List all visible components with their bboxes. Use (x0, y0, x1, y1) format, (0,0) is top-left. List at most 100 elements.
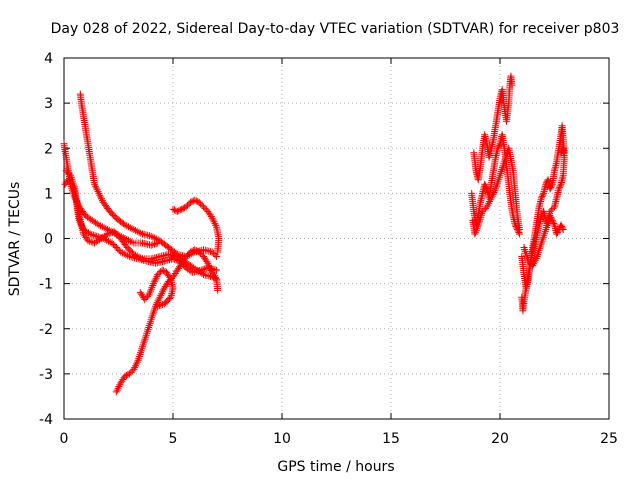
x-tick-label: 20 (491, 431, 509, 447)
data-point-plus-marker (98, 223, 106, 231)
data-point-plus-marker (133, 358, 141, 366)
data-point-plus-marker (78, 222, 86, 230)
data-point-plus-marker (112, 244, 120, 251)
data-point-plus-marker (158, 266, 166, 274)
data-point-plus-marker (86, 230, 94, 238)
data-point-plus-marker (173, 207, 181, 215)
data-point-plus-marker (95, 189, 103, 197)
data-point-plus-marker (125, 370, 133, 378)
data-point-plus-marker (114, 245, 122, 253)
data-point-plus-marker (526, 259, 534, 267)
data-point-plus-marker (186, 198, 194, 206)
data-point-plus-marker (486, 196, 494, 204)
data-point-plus-marker (93, 186, 101, 194)
data-point-plus-marker (184, 201, 191, 209)
data-point-plus-marker (213, 253, 221, 260)
data-point-plus-marker (554, 227, 562, 235)
series-prn-g (169, 196, 223, 256)
series-prn-j (469, 144, 524, 238)
data-point-plus-marker (149, 280, 157, 288)
data-point-plus-marker (160, 300, 168, 308)
data-point-plus-marker (175, 207, 183, 215)
data-point-plus-marker (471, 230, 479, 238)
data-point-plus-marker (94, 188, 102, 196)
data-point-plus-marker (531, 256, 539, 264)
data-point-plus-marker (553, 229, 561, 236)
series-prn-m (520, 144, 568, 270)
data-point-plus-marker (197, 266, 205, 274)
data-point-plus-marker (172, 256, 180, 264)
data-point-plus-marker (118, 249, 126, 257)
data-point-plus-marker (94, 233, 102, 241)
y-tick-label: 4 (44, 51, 53, 67)
data-point-plus-marker (192, 197, 200, 205)
data-point-plus-marker (179, 204, 187, 212)
data-point-plus-marker (77, 220, 85, 228)
data-point-plus-marker (556, 183, 564, 191)
x-axis-label: GPS time / hours (277, 459, 394, 475)
data-point-plus-marker (472, 228, 480, 236)
data-point-plus-marker (489, 190, 497, 198)
y-tick-label: -1 (39, 277, 53, 293)
data-point-plus-marker (530, 260, 538, 268)
data-point-plus-marker (154, 302, 162, 310)
data-point-plus-marker (556, 182, 564, 190)
data-point-plus-marker (479, 207, 487, 215)
data-point-plus-marker (212, 273, 219, 281)
data-point-plus-marker (135, 228, 143, 236)
data-point-plus-marker (130, 226, 138, 233)
data-point-plus-marker (195, 248, 203, 256)
data-point-plus-marker (508, 81, 516, 89)
data-point-plus-marker (91, 182, 99, 190)
data-point-plus-marker (93, 232, 101, 240)
data-point-plus-marker (100, 224, 108, 232)
data-point-plus-marker (64, 168, 72, 176)
data-point-plus-marker (559, 144, 567, 152)
data-point-plus-marker (92, 184, 100, 192)
data-point-plus-marker (205, 261, 213, 269)
data-point-plus-marker (530, 258, 538, 266)
data-point-plus-marker (558, 147, 566, 155)
data-point-plus-marker (182, 203, 190, 211)
data-point-plus-marker (155, 295, 163, 303)
data-point-plus-marker (99, 235, 107, 242)
data-point-plus-marker (128, 225, 136, 233)
data-point-plus-marker (141, 295, 149, 303)
data-point-plus-marker (147, 287, 154, 295)
data-point-plus-marker (109, 228, 116, 236)
data-point-plus-marker (117, 248, 125, 256)
data-point-plus-marker (511, 221, 519, 229)
data-point-plus-marker (539, 191, 547, 199)
data-point-plus-marker (97, 193, 105, 201)
x-tick-label: 0 (60, 431, 69, 447)
data-point-plus-marker (154, 271, 162, 279)
data-point-plus-marker (210, 218, 218, 226)
data-point-plus-marker (550, 220, 558, 227)
series-prn-f (136, 266, 177, 310)
data-point-plus-marker (210, 250, 218, 257)
data-point-plus-marker (514, 227, 522, 235)
data-point-plus-marker (152, 274, 160, 282)
data-point-plus-marker (197, 200, 205, 208)
data-point-plus-marker (121, 372, 129, 380)
data-point-plus-marker (123, 371, 130, 379)
data-point-plus-marker (198, 201, 206, 209)
data-point-plus-marker (121, 221, 129, 229)
data-point-plus-marker (490, 189, 498, 196)
data-point-plus-marker (558, 223, 566, 230)
data-point-plus-marker (62, 167, 70, 175)
data-point-plus-marker (547, 183, 555, 191)
data-point-plus-marker (127, 368, 135, 376)
data-point-plus-marker (537, 194, 545, 202)
data-point-plus-marker (546, 185, 554, 193)
data-point-plus-marker (160, 267, 168, 275)
data-point-plus-marker (191, 246, 199, 254)
data-point-plus-marker (105, 237, 112, 245)
data-points (60, 72, 568, 396)
data-point-plus-marker (126, 237, 134, 245)
data-point-plus-marker (156, 293, 164, 301)
data-point-plus-marker (96, 191, 104, 199)
series-prn-i (468, 131, 524, 238)
data-point-plus-marker (98, 195, 105, 203)
